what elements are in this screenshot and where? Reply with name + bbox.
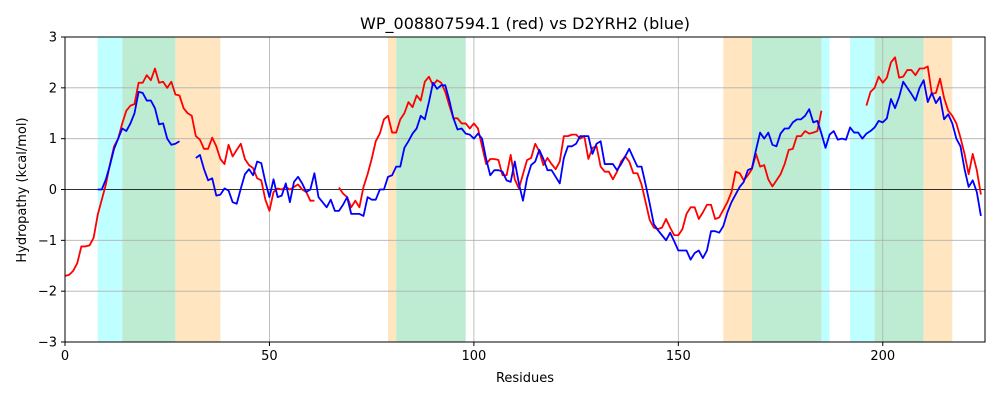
y-tick-label: −1 — [38, 234, 57, 249]
red-series-line — [338, 75, 823, 237]
x-tick-label: 50 — [261, 349, 278, 364]
y-tick-label: −3 — [38, 336, 57, 351]
y-tick-label: −2 — [38, 285, 57, 300]
y-axis-label: Hydropathy (kcal/mol) — [15, 117, 30, 262]
y-axis-ticks: −3 −2 −1 0 1 2 3 — [38, 31, 65, 351]
red-series-line — [64, 67, 315, 277]
x-tick-label: 100 — [461, 349, 486, 364]
blue-series-line — [97, 91, 180, 191]
chart-title: WP_008807594.1 (red) vs D2YRH2 (blue) — [360, 14, 690, 34]
x-axis-ticks: 0 50 100 150 200 — [61, 342, 895, 364]
y-tick-label: 0 — [49, 183, 57, 198]
x-tick-label: 0 — [61, 349, 69, 364]
y-tick-label: 1 — [49, 132, 57, 147]
y-tick-label: 2 — [49, 81, 57, 96]
blue-series-line — [195, 79, 982, 261]
y-tick-label: 3 — [49, 31, 57, 46]
series-lines — [64, 56, 982, 277]
x-tick-label: 150 — [666, 349, 691, 364]
red-series-line — [865, 56, 982, 195]
x-axis-label: Residues — [496, 371, 554, 386]
x-tick-label: 200 — [870, 349, 895, 364]
